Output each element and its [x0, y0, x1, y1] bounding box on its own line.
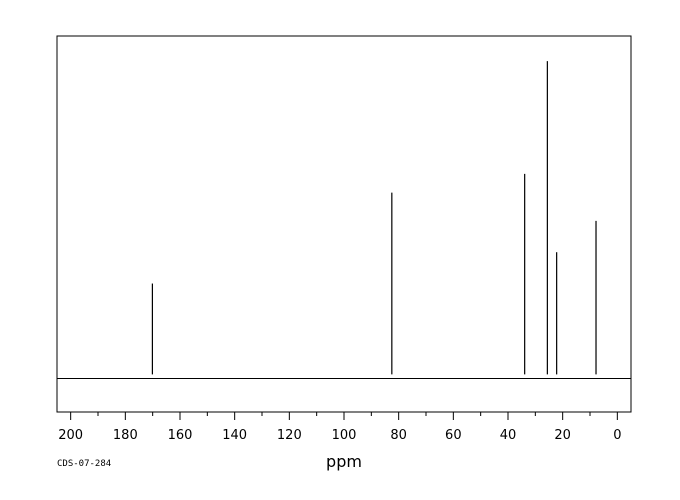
x-tick-label-40: 40: [500, 428, 517, 443]
x-tick-label-60: 60: [445, 428, 462, 443]
x-axis-title: ppm: [326, 452, 362, 471]
x-tick-label-120: 120: [277, 428, 302, 443]
x-tick-label-80: 80: [390, 428, 407, 443]
x-tick-label-20: 20: [554, 428, 571, 443]
x-axis-ticks: 200 180 160 140 120 100 80 60 40 20 0: [58, 412, 621, 443]
x-tick-label-200: 200: [58, 428, 83, 443]
x-tick-label-0: 0: [613, 428, 621, 443]
peaks-layer: [151, 61, 597, 375]
x-tick-label-180: 180: [113, 428, 138, 443]
x-tick-label-160: 160: [168, 428, 193, 443]
x-tick-label-100: 100: [332, 428, 357, 443]
spectrum-code-label: CDS-07-284: [57, 459, 111, 469]
plot-frame: [56, 35, 632, 413]
x-tick-label-140: 140: [222, 428, 247, 443]
